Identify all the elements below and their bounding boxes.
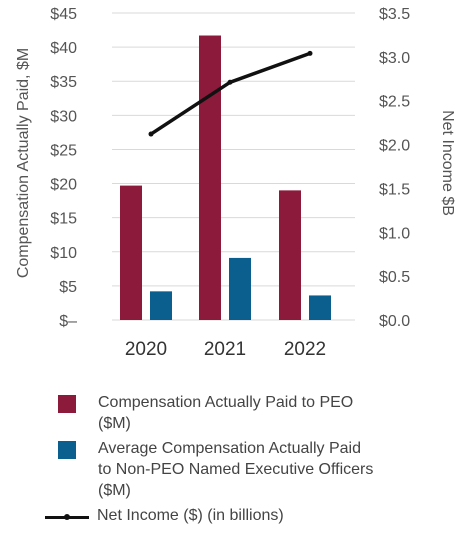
bar-non-peo	[150, 291, 172, 320]
legend-item-peo: Compensation Actually Paid to PEO ($M)	[40, 392, 460, 434]
bar-peo	[199, 35, 221, 320]
y-tick-label: $20	[50, 177, 77, 194]
legend-item-net-income: Net Income ($) (in billions)	[40, 505, 460, 526]
y-tick-label: $30	[50, 108, 77, 125]
y-tick-label: $5	[59, 279, 77, 296]
y2-tick-label: $3.5	[379, 6, 410, 23]
y-tick-label: $10	[50, 245, 77, 262]
y-tick-label: $35	[50, 74, 77, 91]
bars	[120, 35, 331, 320]
x-axis-ticks: 2020 2021 2022	[125, 339, 326, 360]
y-axis-title: Compensation Actually Paid, $M	[15, 48, 32, 278]
net-income-line-path	[150, 51, 311, 136]
legend: Compensation Actually Paid to PEO ($M) A…	[40, 392, 460, 530]
net-income-point	[227, 79, 233, 85]
x-tick-label: 2022	[284, 339, 326, 360]
y2-tick-label: $1.5	[379, 181, 410, 198]
x-tick-label: 2021	[204, 339, 246, 360]
y2-tick-label: $2.5	[379, 94, 410, 111]
net-income-line	[148, 50, 313, 137]
y2-tick-label: $2.0	[379, 138, 410, 155]
x-tick-label: 2020	[125, 339, 167, 360]
bar-non-peo	[229, 257, 251, 320]
legend-swatch-net-income	[45, 514, 89, 520]
y2-axis-title: Net Income $B	[439, 110, 456, 216]
legend-label-non-peo: Average Compensation Actually Paid to No…	[98, 440, 374, 499]
y-tick-label: $25	[50, 142, 77, 159]
y2-tick-label: $1.0	[379, 225, 410, 242]
legend-label-net-income: Net Income ($) (in billions)	[97, 507, 284, 524]
y-tick-label: $–	[59, 313, 77, 330]
bar-peo	[120, 185, 142, 320]
legend-label-peo: Compensation Actually Paid to PEO ($M)	[98, 394, 354, 432]
right-axis-ticks: $0.0 $0.5 $1.0 $1.5 $2.0 $2.5 $3.0 $3.5	[379, 6, 410, 330]
y-tick-label: $45	[50, 6, 77, 23]
y2-tick-label: $0.5	[379, 269, 410, 286]
legend-swatch-non-peo	[58, 441, 76, 459]
legend-item-non-peo: Average Compensation Actually Paid to No…	[40, 438, 460, 501]
legend-swatch-peo	[58, 395, 76, 413]
gridlines	[112, 12, 355, 321]
net-income-point	[148, 131, 154, 137]
chart-plot: $– $5 $10 $15 $20 $25 $30 $35 $40 $45 $0.0 $0.5 $1.…	[15, 6, 456, 360]
y2-tick-label: $0.0	[379, 313, 410, 330]
left-axis-ticks: $– $5 $10 $15 $20 $25 $30 $35 $40 $45	[50, 6, 77, 330]
net-income-point	[307, 50, 313, 56]
bar-non-peo	[309, 295, 331, 320]
y-tick-label: $40	[50, 40, 77, 57]
bar-peo	[279, 190, 301, 320]
y2-tick-label: $3.0	[379, 50, 410, 67]
y-tick-label: $15	[50, 211, 77, 228]
